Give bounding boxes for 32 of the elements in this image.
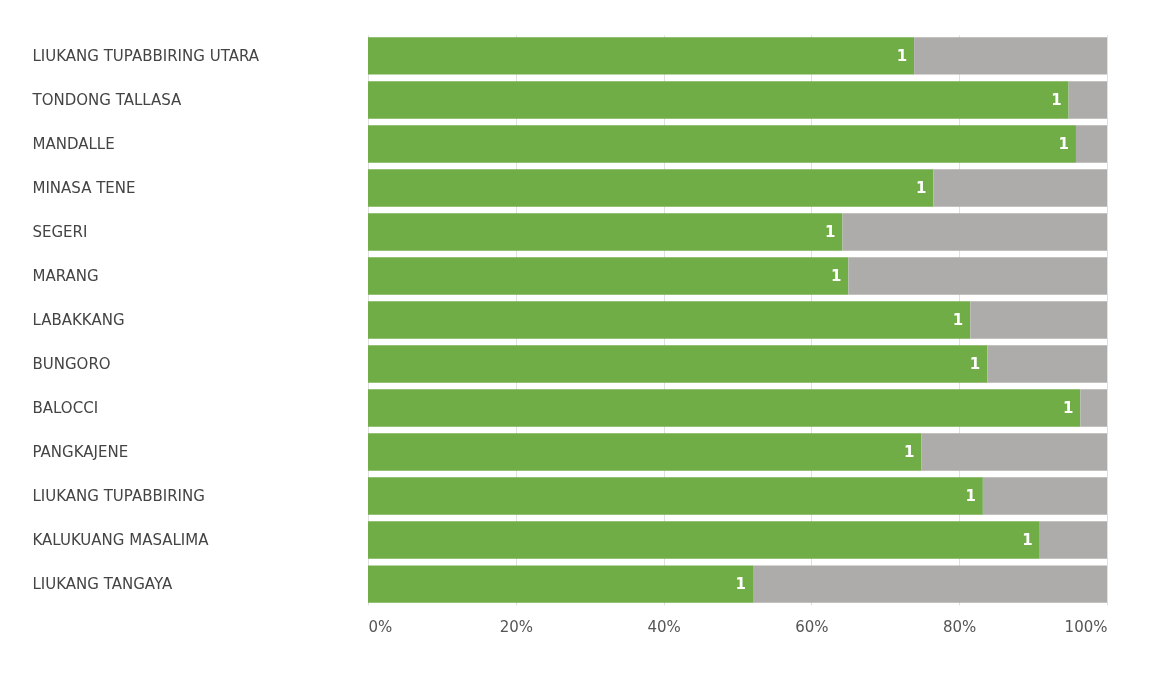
x-tick-label: 100% — [1064, 617, 1108, 636]
y-tick-label: MARANG — [32, 266, 99, 285]
y-tick-label: SEGERI — [32, 222, 88, 241]
y-tick-label: BUNGORO — [32, 355, 111, 374]
y-tick-label: MANDALLE — [32, 134, 115, 153]
x-tick-label: 80% — [943, 617, 977, 636]
x-tick-label: 40% — [647, 617, 681, 636]
annotation: 1 — [915, 178, 927, 197]
x-tick-label: 0% — [368, 617, 393, 636]
y-tick-label: BALOCCI — [32, 399, 99, 418]
annotation: 1 — [969, 355, 981, 374]
annotation: 1 — [896, 46, 908, 65]
y-tick-label: LIUKANG TUPABBIRING — [32, 487, 205, 506]
y-tick-label: KALUKUANG MASALIMA — [32, 531, 210, 550]
annotation: 1 — [965, 487, 976, 506]
y-tick-label: MINASA TENE — [32, 178, 136, 197]
annotation: 1 — [1062, 399, 1074, 418]
x-tick-label: 60% — [795, 617, 829, 636]
annotation: 1 — [952, 311, 964, 329]
y-tick-label: PANGKAJENE — [32, 443, 129, 462]
annotation: 1 — [1022, 531, 1033, 550]
annotation: 1 — [1051, 90, 1062, 109]
annotation: 1 — [904, 443, 915, 462]
x-tick-label: 20% — [499, 617, 533, 636]
y-tick-label: LIUKANG TANGAYA — [32, 575, 173, 594]
y-tick-label: TONDONG TALLASA — [31, 90, 183, 109]
annotation: 1 — [1058, 134, 1069, 153]
annotation: 1 — [830, 266, 842, 285]
annotation: 1 — [825, 222, 836, 241]
y-tick-label: LIUKANG TUPABBIRING UTARA — [32, 46, 260, 65]
y-tick-label: LABAKKANG — [32, 311, 125, 329]
annotation: 1 — [735, 575, 747, 594]
